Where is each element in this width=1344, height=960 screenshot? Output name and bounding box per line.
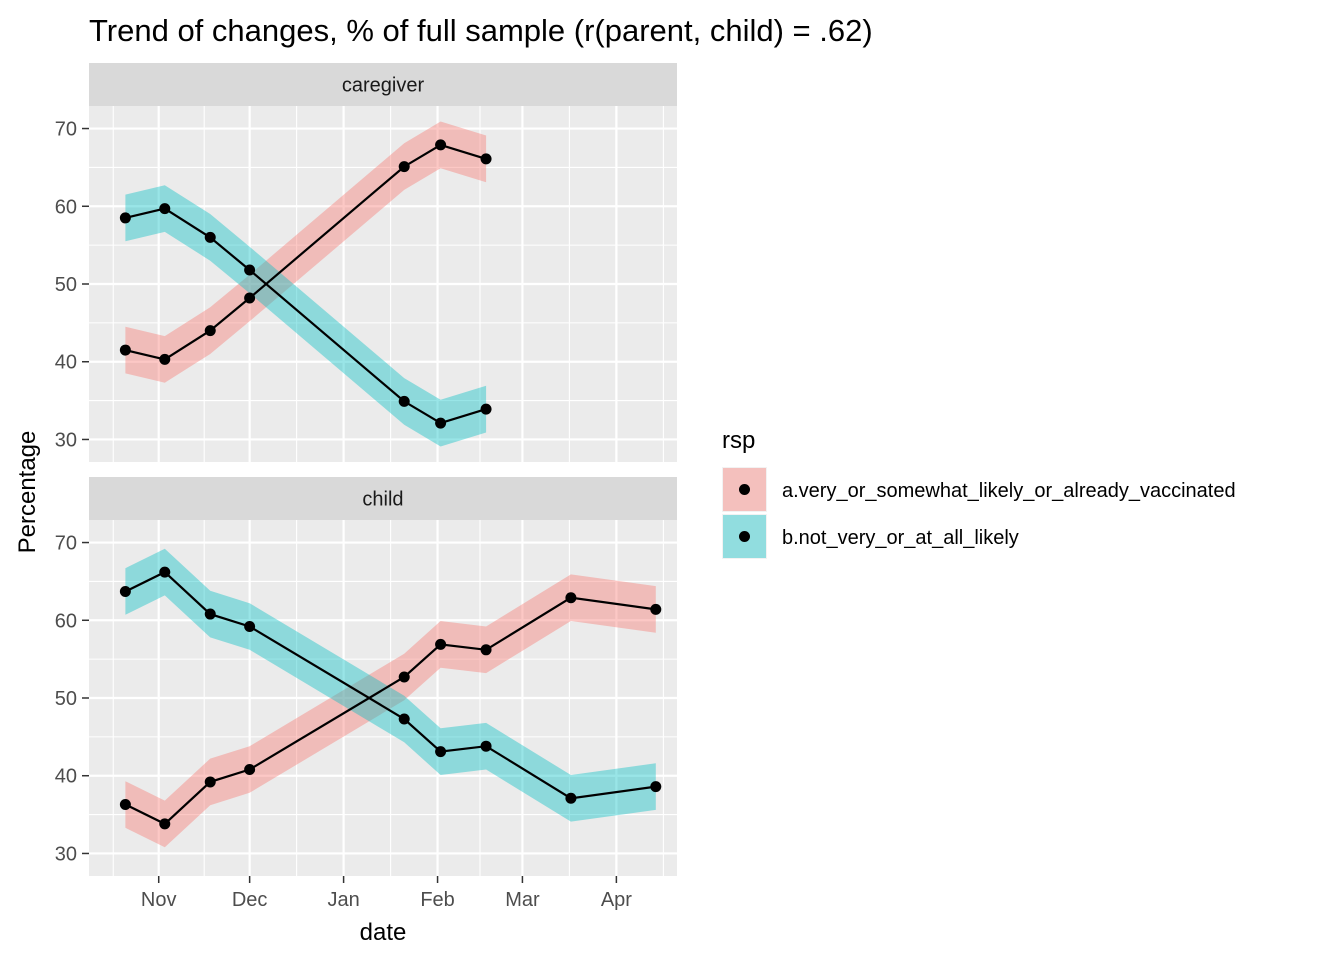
- x-tick-label: Nov: [141, 889, 177, 911]
- y-axis: 30 40 50 60 70: [55, 533, 89, 865]
- y-tick-label: 50: [55, 274, 77, 296]
- legend-keys: a.very_or_somewhat_likely_or_already_vac…: [722, 467, 1236, 559]
- confidence-band-a.very_or_somewhat_likely_or_already_vaccinated: [125, 121, 487, 383]
- y-tick-label: 50: [55, 688, 77, 710]
- confidence-band-b.not_very_or_at_all_likely: [125, 548, 656, 822]
- x-tick-label: Apr: [601, 889, 632, 911]
- y-tick-label: 30: [55, 843, 77, 865]
- chart-title: Trend of changes, % of full sample (r(pa…: [89, 13, 873, 48]
- data-point: [204, 231, 216, 243]
- legend-key-point: [739, 531, 750, 542]
- x-tick-label: Mar: [505, 889, 540, 911]
- y-tick-label: 30: [55, 429, 77, 451]
- data-point: [119, 798, 131, 810]
- data-point: [565, 792, 577, 804]
- data-point: [244, 764, 256, 776]
- y-tick-label: 70: [55, 533, 77, 555]
- grid: [89, 520, 677, 876]
- data-point: [244, 264, 256, 276]
- facet-strip: [89, 63, 677, 106]
- facet-strip-label: child: [362, 489, 403, 511]
- data-point: [480, 153, 492, 165]
- x-axis-title: date: [360, 919, 407, 946]
- data-point: [435, 139, 447, 151]
- data-point: [398, 395, 410, 407]
- data-point: [204, 608, 216, 620]
- y-tick-label: 40: [55, 352, 77, 374]
- data-point: [119, 212, 131, 224]
- y-tick-label: 40: [55, 766, 77, 788]
- data-point: [398, 713, 410, 725]
- legend: rsp a.very_or_somewhat_likely_or_already…: [722, 427, 1236, 559]
- data-point: [435, 638, 447, 650]
- data-point: [398, 161, 410, 173]
- facet-strip-label: caregiver: [342, 75, 425, 97]
- legend-key-point: [739, 484, 750, 495]
- y-tick-label: 60: [55, 610, 77, 632]
- data-point: [244, 292, 256, 304]
- data-point: [565, 592, 577, 604]
- data-point: [159, 203, 171, 215]
- data-point: [480, 644, 492, 656]
- data-point: [650, 781, 662, 793]
- confidence-band-a.very_or_somewhat_likely_or_already_vaccinated: [125, 574, 656, 848]
- facet-panel-child: child 30 40 50 60 70: [55, 477, 677, 876]
- legend-label: b.not_very_or_at_all_likely: [782, 527, 1019, 549]
- legend-title: rsp: [722, 427, 755, 454]
- y-tick-label: 70: [55, 119, 77, 141]
- data-point: [204, 776, 216, 788]
- data-point: [204, 325, 216, 337]
- facet-panels: caregiver 30 40 50 60 70 child 30 40 50 60 70: [55, 63, 677, 876]
- legend-entry: a.very_or_somewhat_likely_or_already_vac…: [722, 467, 1236, 512]
- legend-label: a.very_or_somewhat_likely_or_already_vac…: [782, 480, 1236, 502]
- data-point: [159, 818, 171, 830]
- data-point: [159, 566, 171, 578]
- x-tick-label: Feb: [420, 889, 454, 911]
- data-point: [119, 586, 131, 598]
- data-point: [435, 417, 447, 429]
- data-point: [480, 403, 492, 415]
- facet-panel-caregiver: caregiver 30 40 50 60 70: [55, 63, 677, 462]
- data-point: [480, 740, 492, 752]
- data-point: [650, 603, 662, 615]
- data-point: [244, 620, 256, 632]
- facet-strip: [89, 477, 677, 520]
- confidence-band-b.not_very_or_at_all_likely: [125, 185, 487, 447]
- data-point: [119, 344, 131, 356]
- y-axis: 30 40 50 60 70: [55, 119, 89, 451]
- x-axis: Nov Dec Jan Feb Mar Apr: [141, 876, 632, 911]
- legend-entry: b.not_very_or_at_all_likely: [722, 514, 1019, 559]
- y-tick-label: 60: [55, 196, 77, 218]
- data-point: [159, 353, 171, 365]
- grid: [89, 106, 677, 462]
- y-axis-title: Percentage: [14, 431, 41, 554]
- data-point: [398, 671, 410, 683]
- x-tick-label: Dec: [232, 889, 268, 911]
- x-tick-label: Jan: [327, 889, 359, 911]
- data-point: [435, 746, 447, 758]
